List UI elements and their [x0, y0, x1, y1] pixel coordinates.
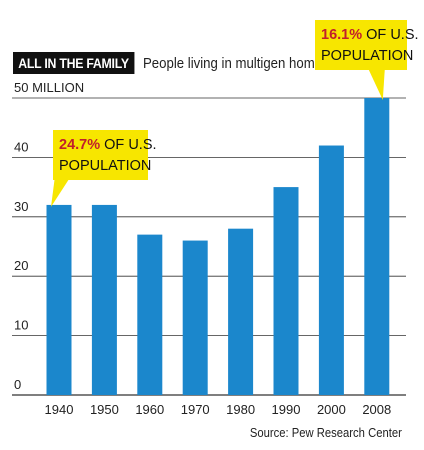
bar-1940	[46, 204, 72, 395]
bar-1970	[182, 240, 208, 395]
y-tick-label: 40	[14, 139, 28, 154]
callout-pointer	[367, 66, 385, 100]
callout-percent: 24.7%	[59, 137, 100, 153]
bar-1950	[91, 204, 117, 395]
callout-pointer	[51, 176, 71, 207]
x-axis-labels: 1940 1950 1960 1970 1980 1990 2000 2008	[45, 402, 392, 417]
x-tick-label: 1950	[90, 402, 119, 417]
x-tick-label: 1980	[226, 402, 255, 417]
x-tick-label: 2008	[362, 402, 391, 417]
y-tick-label: 50 MILLION	[14, 80, 84, 95]
y-tick-label: 0	[14, 377, 21, 392]
callout-2008: 16.1% OF U.S. POPULATION	[315, 20, 419, 100]
callout-line2: POPULATION	[321, 48, 413, 64]
y-tick-label: 30	[14, 199, 28, 214]
bar-2000	[318, 145, 344, 395]
x-tick-label: 1940	[45, 402, 74, 417]
bar-1980	[228, 228, 254, 395]
chart-subtitle: People living in multigen homes	[142, 54, 329, 72]
bar-2008	[364, 98, 390, 395]
bar-1960	[137, 234, 163, 395]
callout-box	[315, 20, 407, 70]
callout-suffix: OF U.S.	[362, 27, 418, 43]
y-tick-label: 10	[14, 318, 28, 333]
bars	[46, 98, 390, 395]
header-tag: ALL IN THE FAMILY	[13, 52, 135, 74]
x-tick-label: 1990	[272, 402, 301, 417]
source-note: Source: Pew Research Center	[250, 426, 402, 440]
y-tick-label: 20	[14, 258, 28, 273]
callout-suffix: OF U.S.	[100, 137, 156, 153]
chart-header: ALL IN THE FAMILY People living in multi…	[13, 52, 354, 74]
callout-1940: 24.7% OF U.S. POPULATION	[51, 130, 157, 207]
x-tick-label: 2000	[317, 402, 346, 417]
callout-percent: 16.1%	[321, 27, 362, 43]
callout-line1: 24.7% OF U.S.	[59, 137, 157, 153]
callouts: 24.7% OF U.S. POPULATION 16.1% OF U.S. POPU…	[51, 20, 419, 207]
bar-1990	[273, 187, 299, 395]
callout-line1: 16.1% OF U.S.	[321, 27, 419, 43]
x-tick-label: 1970	[181, 402, 210, 417]
x-tick-label: 1960	[135, 402, 164, 417]
y-axis-labels: 0 10 20 30 40 50 MILLION	[14, 80, 84, 392]
callout-line2: POPULATION	[59, 158, 151, 174]
callout-box	[53, 130, 148, 180]
